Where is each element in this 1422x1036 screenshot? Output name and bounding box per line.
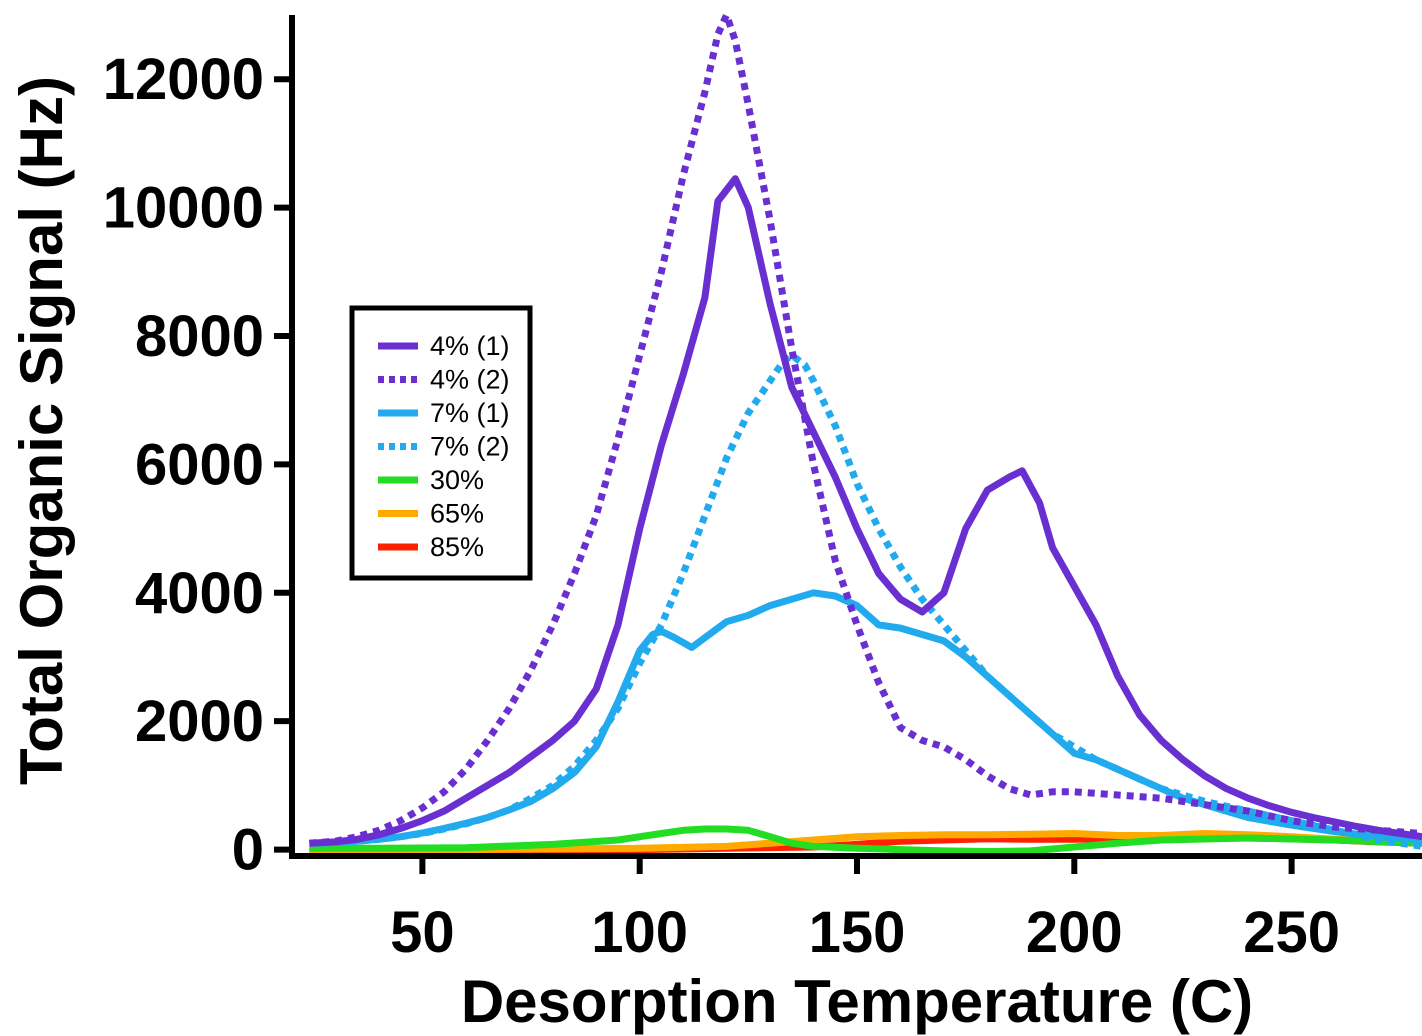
- y-tick-label: 8000: [135, 304, 264, 369]
- y-tick-label: 6000: [135, 432, 264, 497]
- legend-label: 7% (2): [430, 432, 510, 462]
- series-lines: [309, 11, 1422, 855]
- legend-label: 4% (1): [430, 331, 510, 361]
- legend-label: 85%: [430, 532, 484, 562]
- legend-label: 65%: [430, 499, 484, 529]
- x-tick-label: 250: [1243, 900, 1340, 965]
- series-line-7-2: [309, 351, 1422, 850]
- legend-label: 7% (1): [430, 398, 510, 428]
- series-line-7-1: [309, 589, 1422, 847]
- legend: 4% (1) 4% (2)7% (1) 7% (2)30% 65%85%: [349, 305, 533, 581]
- series-line-30: [309, 825, 1422, 855]
- series-layer: [309, 11, 1422, 855]
- y-tick-label: 4000: [135, 561, 264, 626]
- x-axis-title: Desorption Temperature (C): [461, 968, 1253, 1035]
- y-tick-label: 12000: [103, 47, 264, 112]
- y-tick-label: 2000: [135, 689, 264, 754]
- x-axis-ticks: 50 100 150 200 250: [390, 856, 1340, 965]
- series-line-4-1: [309, 175, 1422, 847]
- y-axis-ticks: 0 2000 4000 6000 8000 10000 12000: [103, 47, 292, 883]
- x-tick-label: 150: [809, 900, 906, 965]
- y-tick-label: 0: [232, 818, 264, 883]
- legend-label: 4% (2): [430, 365, 510, 395]
- x-tick-label: 200: [1026, 900, 1123, 965]
- legend-label: 30%: [430, 465, 484, 495]
- x-tick-label: 100: [591, 900, 688, 965]
- x-tick-label: 50: [390, 900, 455, 965]
- y-tick-label: 10000: [103, 176, 264, 241]
- axes: 50 100 150 200 250 0 2000 4000 6000 8000 10000 120…: [103, 15, 1422, 965]
- y-axis-title: Total Organic Signal (Hz): [8, 76, 75, 785]
- series-line-4-2: [309, 11, 1422, 847]
